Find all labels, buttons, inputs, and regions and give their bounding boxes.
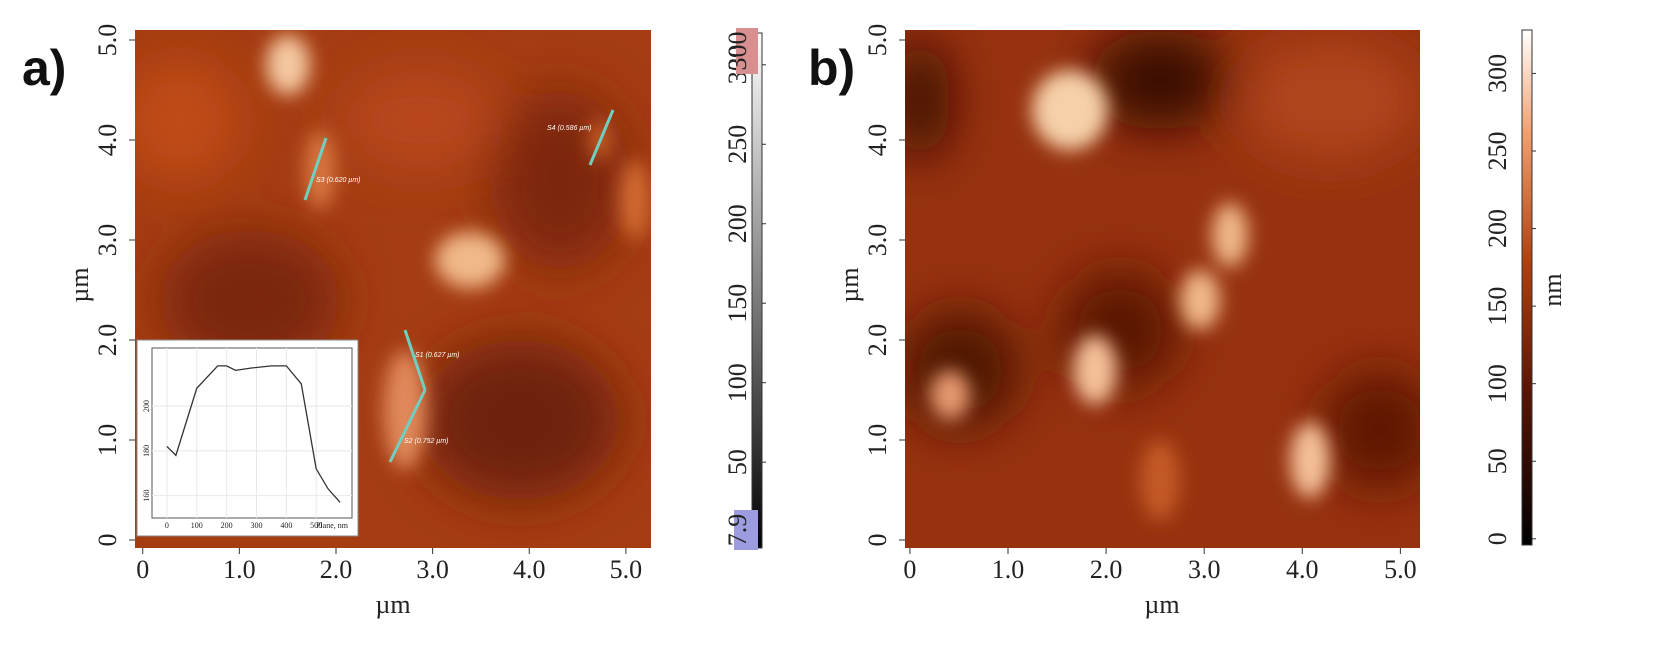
colorbar-tick-label: 300 (1483, 54, 1512, 93)
x-axis-label: µm (375, 590, 410, 619)
colorbar-max-label: 300 (723, 32, 752, 71)
x-tick-label: 2.0 (320, 555, 353, 584)
y-tick-label: 3.0 (93, 224, 122, 257)
x-tick-label: 5.0 (610, 555, 643, 584)
y-tick-label: 5.0 (863, 24, 892, 57)
y-tick-label: 4.0 (93, 124, 122, 157)
x-tick-label: 3.0 (416, 555, 449, 584)
x-tick-label: 0 (136, 555, 149, 584)
colorbar-tick-label: 100 (723, 363, 752, 402)
annotation: S4 (0.586 µm) (547, 125, 592, 132)
inset-y-tick-label: 180 (142, 445, 151, 457)
y-tick-label: 2.0 (863, 324, 892, 357)
inset-x-label: Plane, nm (316, 521, 349, 530)
inset-y-tick-label: 160 (142, 490, 151, 502)
y-tick-label: 3.0 (863, 224, 892, 257)
y-axis-label: µm (835, 267, 864, 302)
y-tick-label: 1.0 (863, 424, 892, 457)
y-tick-label: 4.0 (863, 124, 892, 157)
colorbar-tick-label: 50 (1483, 448, 1512, 474)
colorbar-tick-label: 50 (723, 449, 752, 475)
x-tick-label: 5.0 (1384, 555, 1417, 584)
x-tick-label: 4.0 (513, 555, 546, 584)
colorbar-tick-label: 0 (1483, 532, 1512, 545)
y-tick-label: 0 (93, 534, 122, 547)
x-tick-label: 0 (903, 555, 916, 584)
x-tick-label: 2.0 (1090, 555, 1123, 584)
x-tick-label: 4.0 (1286, 555, 1319, 584)
x-tick-label: 3.0 (1188, 555, 1221, 584)
colorbar-min-label: 7.9 (723, 514, 752, 547)
inset-x-tick-label: 0 (165, 521, 169, 530)
figure: a) b) 0 1.0 2.0 3.0 4.0 5.0 0 1.0 2.0 3.0 4.0 5.0 µm… (0, 0, 1664, 663)
panel-label: a) (22, 40, 66, 96)
annotation: S2 (0.752 µm) (404, 438, 449, 445)
x-axis-label: µm (1144, 590, 1179, 619)
colorbar (752, 33, 762, 548)
inset-y-tick-label: 200 (142, 400, 151, 412)
inset-x-tick-label: 300 (250, 521, 262, 530)
colorbar-tick-label: 150 (723, 284, 752, 323)
y-tick-label: 1.0 (93, 424, 122, 457)
colorbar-tick-label: 100 (1483, 364, 1512, 403)
y-tick-label: 2.0 (93, 324, 122, 357)
colorbar (1522, 30, 1532, 545)
colorbar-label: nm (1538, 273, 1567, 306)
y-axis-label: µm (65, 267, 94, 302)
colorbar-tick-label: 250 (1483, 131, 1512, 170)
colorbar-tick-label: 200 (1483, 209, 1512, 248)
colorbar-tick-label: 200 (723, 204, 752, 243)
x-tick-label: 1.0 (223, 555, 256, 584)
annotation: S3 (0.620 µm) (316, 177, 361, 184)
y-tick-label: 0 (863, 534, 892, 547)
inset-x-tick-label: 400 (280, 521, 292, 530)
panel-label: b) (808, 40, 855, 96)
colorbar-tick-label: 150 (1483, 287, 1512, 326)
inset-x-tick-label: 100 (191, 521, 203, 530)
x-tick-label: 1.0 (992, 555, 1025, 584)
inset-x-tick-label: 200 (221, 521, 233, 530)
annotation: S1 (0.627 µm) (415, 352, 460, 359)
afm-image-b (890, 30, 1440, 548)
inset-box (137, 340, 358, 536)
colorbar-tick-label: 250 (723, 125, 752, 164)
y-tick-label: 5.0 (93, 24, 122, 57)
